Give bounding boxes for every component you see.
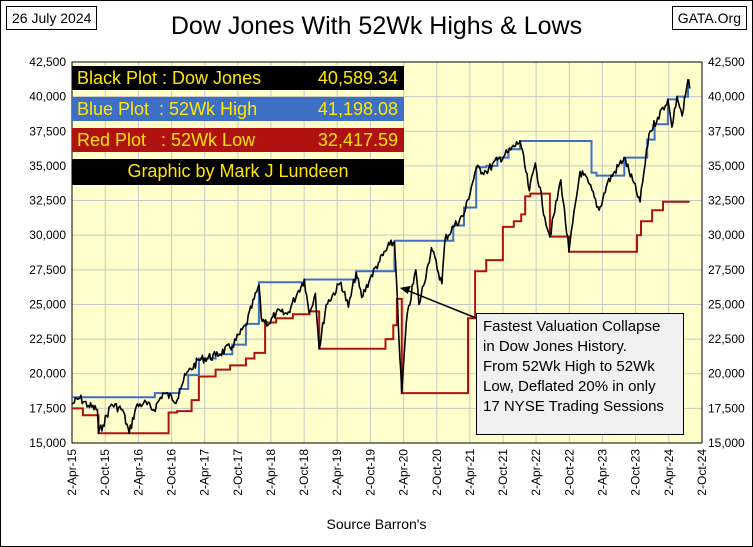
- y-tick-label-right: 27,500: [708, 263, 745, 277]
- y-tick-label-right: 32,500: [708, 194, 745, 208]
- y-tick-label-right: 30,000: [708, 228, 745, 242]
- y-tick-label-left: 40,000: [29, 90, 66, 104]
- y-tick-label-right: 15,000: [708, 436, 745, 450]
- y-tick-label-right: 25,000: [708, 297, 745, 311]
- y-tick-label-left: 35,000: [29, 159, 66, 173]
- y-tick-label-right: 37,500: [708, 124, 745, 138]
- series-52wk-low-line: [72, 192, 690, 435]
- chart-title: Dow Jones With 52Wk Highs & Lows: [170, 12, 583, 40]
- x-tick-label: 2-Apr-15: [65, 449, 79, 496]
- y-tick-label-left: 32,500: [29, 194, 66, 208]
- x-tick-label: 2-Apr-19: [330, 449, 344, 496]
- y-tick-label-left: 15,000: [29, 436, 66, 450]
- y-tick-label-left: 17,500: [29, 401, 66, 415]
- y-tick-label-right: 22,500: [708, 332, 745, 346]
- y-tick-label-left: 42,500: [29, 55, 66, 69]
- x-tick-label: 2-Oct-17: [231, 449, 245, 496]
- source-tag: GATA.Org: [671, 6, 747, 30]
- x-tick-label: 2-Oct-19: [363, 449, 377, 496]
- annotation-line: Low, Deflated 20% in only: [483, 378, 656, 395]
- x-tick-label: 2-Oct-18: [297, 449, 311, 496]
- y-tick-label-left: 37,500: [29, 124, 66, 138]
- x-tick-label: 2-Oct-16: [165, 449, 179, 496]
- x-tick-label: 2-Apr-16: [131, 449, 145, 496]
- x-tick-label: 2-Oct-15: [98, 449, 112, 496]
- y-tick-label-left: 30,000: [29, 228, 66, 242]
- annotation-line: in Dow Jones History.: [483, 338, 627, 355]
- legend-high-label: Blue Plot : 52Wk High: [77, 99, 258, 119]
- x-tick-label: 2-Oct-22: [562, 449, 576, 496]
- y-tick-label-right: 17,500: [708, 401, 745, 415]
- x-axis-label: Source Barron's: [326, 516, 427, 532]
- y-tick-label-left: 20,000: [29, 367, 66, 381]
- legend-dow: Black Plot : Dow Jones 40,589.34: [72, 66, 404, 90]
- legend-low-label: Red Plot : 52Wk Low: [77, 130, 256, 150]
- y-tick-label-right: 40,000: [708, 90, 745, 104]
- x-tick-label: 2-Apr-21: [463, 449, 477, 496]
- annotation-line: Fastest Valuation Collapse: [483, 318, 661, 335]
- x-tick-label: 2-Apr-23: [595, 449, 609, 496]
- x-tick-label: 2-Oct-24: [695, 449, 709, 496]
- credit-label: Graphic by Mark J Lundeen: [127, 161, 349, 181]
- series-dow-jones-line: [71, 79, 691, 435]
- x-tick-label: 2-Oct-21: [496, 449, 510, 496]
- y-tick-label-right: 35,000: [708, 159, 745, 173]
- x-tick-label: 2-Apr-22: [529, 449, 543, 496]
- y-tick-label-left: 27,500: [29, 263, 66, 277]
- annotation-arrow-head: [399, 285, 411, 294]
- x-tick-label: 2-Oct-23: [629, 449, 643, 496]
- legend-dow-value: 40,589.34: [317, 68, 398, 88]
- y-tick-label-left: 22,500: [29, 332, 66, 346]
- x-tick-label: 2-Apr-20: [397, 449, 411, 496]
- y-tick-label-left: 25,000: [29, 297, 66, 311]
- legend-high: Blue Plot : 52Wk High 41,198.08: [72, 97, 404, 121]
- annotation-line: From 52Wk High to 52Wk: [483, 358, 655, 375]
- legend-low: Red Plot : 52Wk Low 32,417.59: [72, 128, 404, 152]
- legend-credit: Graphic by Mark J Lundeen: [72, 159, 404, 185]
- legend-low-value: 32,417.59: [317, 130, 398, 150]
- annotation-line: 17 NYSE Trading Sessions: [483, 398, 664, 415]
- x-tick-label: 2-Oct-20: [430, 449, 444, 496]
- legend-dow-label: Black Plot : Dow Jones: [77, 68, 262, 88]
- x-tick-label: 2-Apr-18: [264, 449, 278, 496]
- date-label: 26 July 2024: [6, 6, 98, 30]
- plot-border: [71, 61, 703, 444]
- y-tick-label-right: 42,500: [708, 55, 745, 69]
- x-tick-label: 2-Apr-17: [198, 449, 212, 496]
- y-tick-label-right: 20,000: [708, 367, 745, 381]
- legend-high-value: 41,198.08: [317, 99, 398, 119]
- annotation-arrow-line: [405, 289, 477, 319]
- x-tick-label: 2-Apr-24: [662, 449, 676, 496]
- annotation-callout: Fastest Valuation Collapse in Dow Jones …: [476, 313, 684, 435]
